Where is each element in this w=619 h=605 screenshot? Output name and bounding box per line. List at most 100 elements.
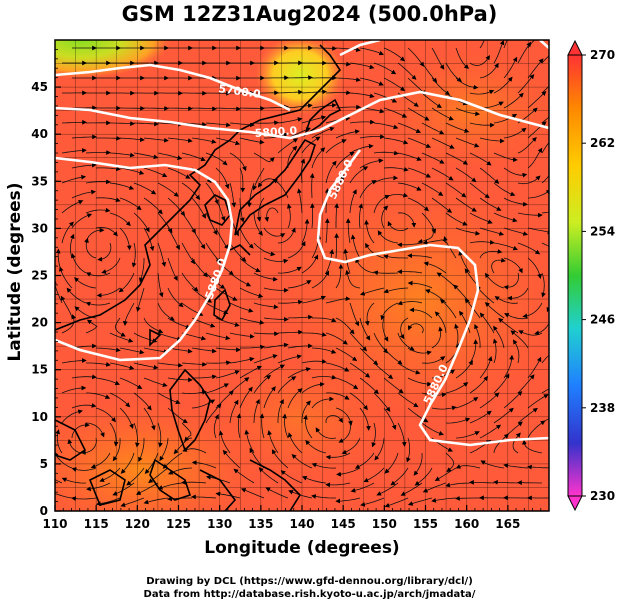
streamline [287,203,292,229]
streamline [277,376,297,394]
x-tick-label: 125 [166,517,191,531]
streamline [455,495,480,501]
streamline [71,213,93,229]
streamline [349,166,369,184]
streamline [143,137,169,143]
streamline [229,356,255,364]
streamline [455,167,477,183]
streamline [311,462,337,469]
streamline [85,150,111,155]
streamline [541,242,549,247]
streamline [301,115,327,124]
streamline [61,200,84,214]
streamline [335,47,361,53]
streamline [383,407,397,431]
streamline [215,491,241,499]
streamline [239,257,261,273]
streamline [191,137,217,144]
streamline [182,447,207,454]
streamline [407,197,430,212]
streamline [431,107,454,121]
streamline [167,167,191,179]
streamline [551,423,566,438]
streamline [325,362,350,372]
streamline [335,151,355,169]
streamline [120,452,135,474]
streamline [407,377,432,387]
streamline [157,422,163,448]
streamline [133,362,159,370]
streamline [315,427,337,439]
streamline [181,242,196,265]
map-title: GSM 12Z31Aug2024 (500.0hPa) [121,2,498,26]
streamline [334,203,339,228]
streamline [325,139,347,154]
streamline [493,40,505,64]
streamline [479,62,499,79]
streamline [469,122,495,128]
streamline [84,237,97,259]
streamline [144,452,159,474]
colorbar-tick-label: 230 [590,489,615,503]
streamline [253,120,279,126]
streamline [479,424,502,439]
streamline [205,122,231,128]
streamline [213,414,219,439]
streamline [407,47,425,67]
streamline [431,137,455,149]
streamline [493,479,519,485]
streamline [271,449,289,469]
streamline [157,392,181,405]
streamline [517,74,535,94]
streamline [434,311,447,334]
streamline [143,497,169,505]
streamline [335,129,360,139]
x-tick-label: 160 [454,517,479,531]
streamline [126,467,145,486]
streamline [159,437,169,462]
streamline [287,388,303,409]
streamline [85,179,111,185]
streamline [384,452,399,474]
colorbar-bottom-arrow [567,495,583,512]
streamline [507,287,529,301]
streamline [373,194,390,214]
streamline [112,437,121,462]
streamline [112,482,135,496]
colorbar-tick-label: 246 [590,313,615,327]
streamline [280,470,303,484]
streamline [143,317,164,334]
streamline [469,89,495,95]
streamline [359,347,379,366]
streamline [335,377,359,390]
streamline [157,212,173,234]
streamline [301,218,310,244]
streamline [325,332,348,345]
streamline [383,254,408,260]
streamline [253,272,278,282]
streamline [359,287,385,296]
streamline [71,467,97,472]
streamline [397,212,417,228]
streamline [58,266,73,289]
streamline [143,227,155,252]
streamline [373,362,394,380]
streamline [397,152,422,161]
streamline [133,152,159,160]
streamline [445,122,470,133]
streamline [119,347,145,355]
streamline [359,158,384,169]
streamline [229,182,237,208]
streamline [479,356,493,379]
streamline [71,496,97,501]
streamline [541,354,549,364]
streamline [384,497,409,508]
streamline [167,407,188,424]
y-tick-label: 25 [31,269,48,283]
streamline [407,280,433,289]
streamline [215,227,229,250]
streamline [222,449,241,469]
streamline [335,347,358,362]
streamline [119,377,143,390]
streamline [325,160,337,184]
